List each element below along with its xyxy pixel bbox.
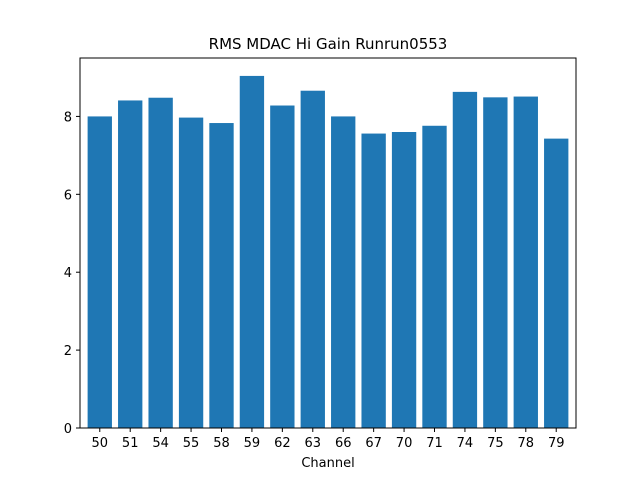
bar-50 xyxy=(87,116,112,429)
plot-frame xyxy=(79,57,577,429)
y-tick-label: 0 xyxy=(64,422,72,437)
bar-79 xyxy=(544,138,569,428)
bar-66 xyxy=(331,116,356,429)
bar-71 xyxy=(422,125,447,429)
x-tick-label: 63 xyxy=(305,436,322,451)
x-tick-label: 78 xyxy=(518,436,535,451)
bar-62 xyxy=(270,105,295,429)
bar-54 xyxy=(148,97,173,428)
bar-67 xyxy=(361,133,386,428)
x-axis-label: Channel xyxy=(301,456,354,471)
x-tick-label: 54 xyxy=(152,436,169,451)
x-tick-label: 62 xyxy=(274,436,291,451)
bar-51 xyxy=(118,100,143,428)
x-tick-label: 70 xyxy=(396,436,413,451)
bar-58 xyxy=(209,123,234,428)
x-tick-label: 51 xyxy=(122,436,139,451)
bar-78 xyxy=(513,96,538,428)
bar-59 xyxy=(239,75,265,429)
bar-63 xyxy=(300,90,325,428)
x-tick-label: 58 xyxy=(213,436,230,451)
bar-70 xyxy=(391,132,417,428)
x-tick-label: 50 xyxy=(92,436,109,451)
x-tick-label: 55 xyxy=(183,436,200,451)
bar-74 xyxy=(452,91,478,428)
bar-75 xyxy=(483,97,508,428)
y-tick-label: 2 xyxy=(64,344,72,359)
bars-group xyxy=(87,75,569,429)
y-axis: 0 2 4 6 8 xyxy=(64,110,80,437)
x-tick-label: 75 xyxy=(487,436,504,451)
x-tick-label: 74 xyxy=(457,436,474,451)
y-tick-label: 4 xyxy=(64,266,72,281)
y-tick-label: 8 xyxy=(64,110,72,125)
x-tick-label: 79 xyxy=(548,436,565,451)
x-tick-label: 59 xyxy=(244,436,261,451)
x-axis: 50 51 54 55 58 59 62 63 66 67 70 71 74 75 78 79 xyxy=(92,428,565,451)
bar-55 xyxy=(178,117,204,428)
x-tick-label: 66 xyxy=(335,436,352,451)
x-tick-label: 71 xyxy=(426,436,443,451)
y-tick-label: 6 xyxy=(64,188,72,203)
chart-title: RMS MDAC Hi Gain Runrun0553 xyxy=(209,35,448,53)
x-tick-label: 67 xyxy=(365,436,382,451)
